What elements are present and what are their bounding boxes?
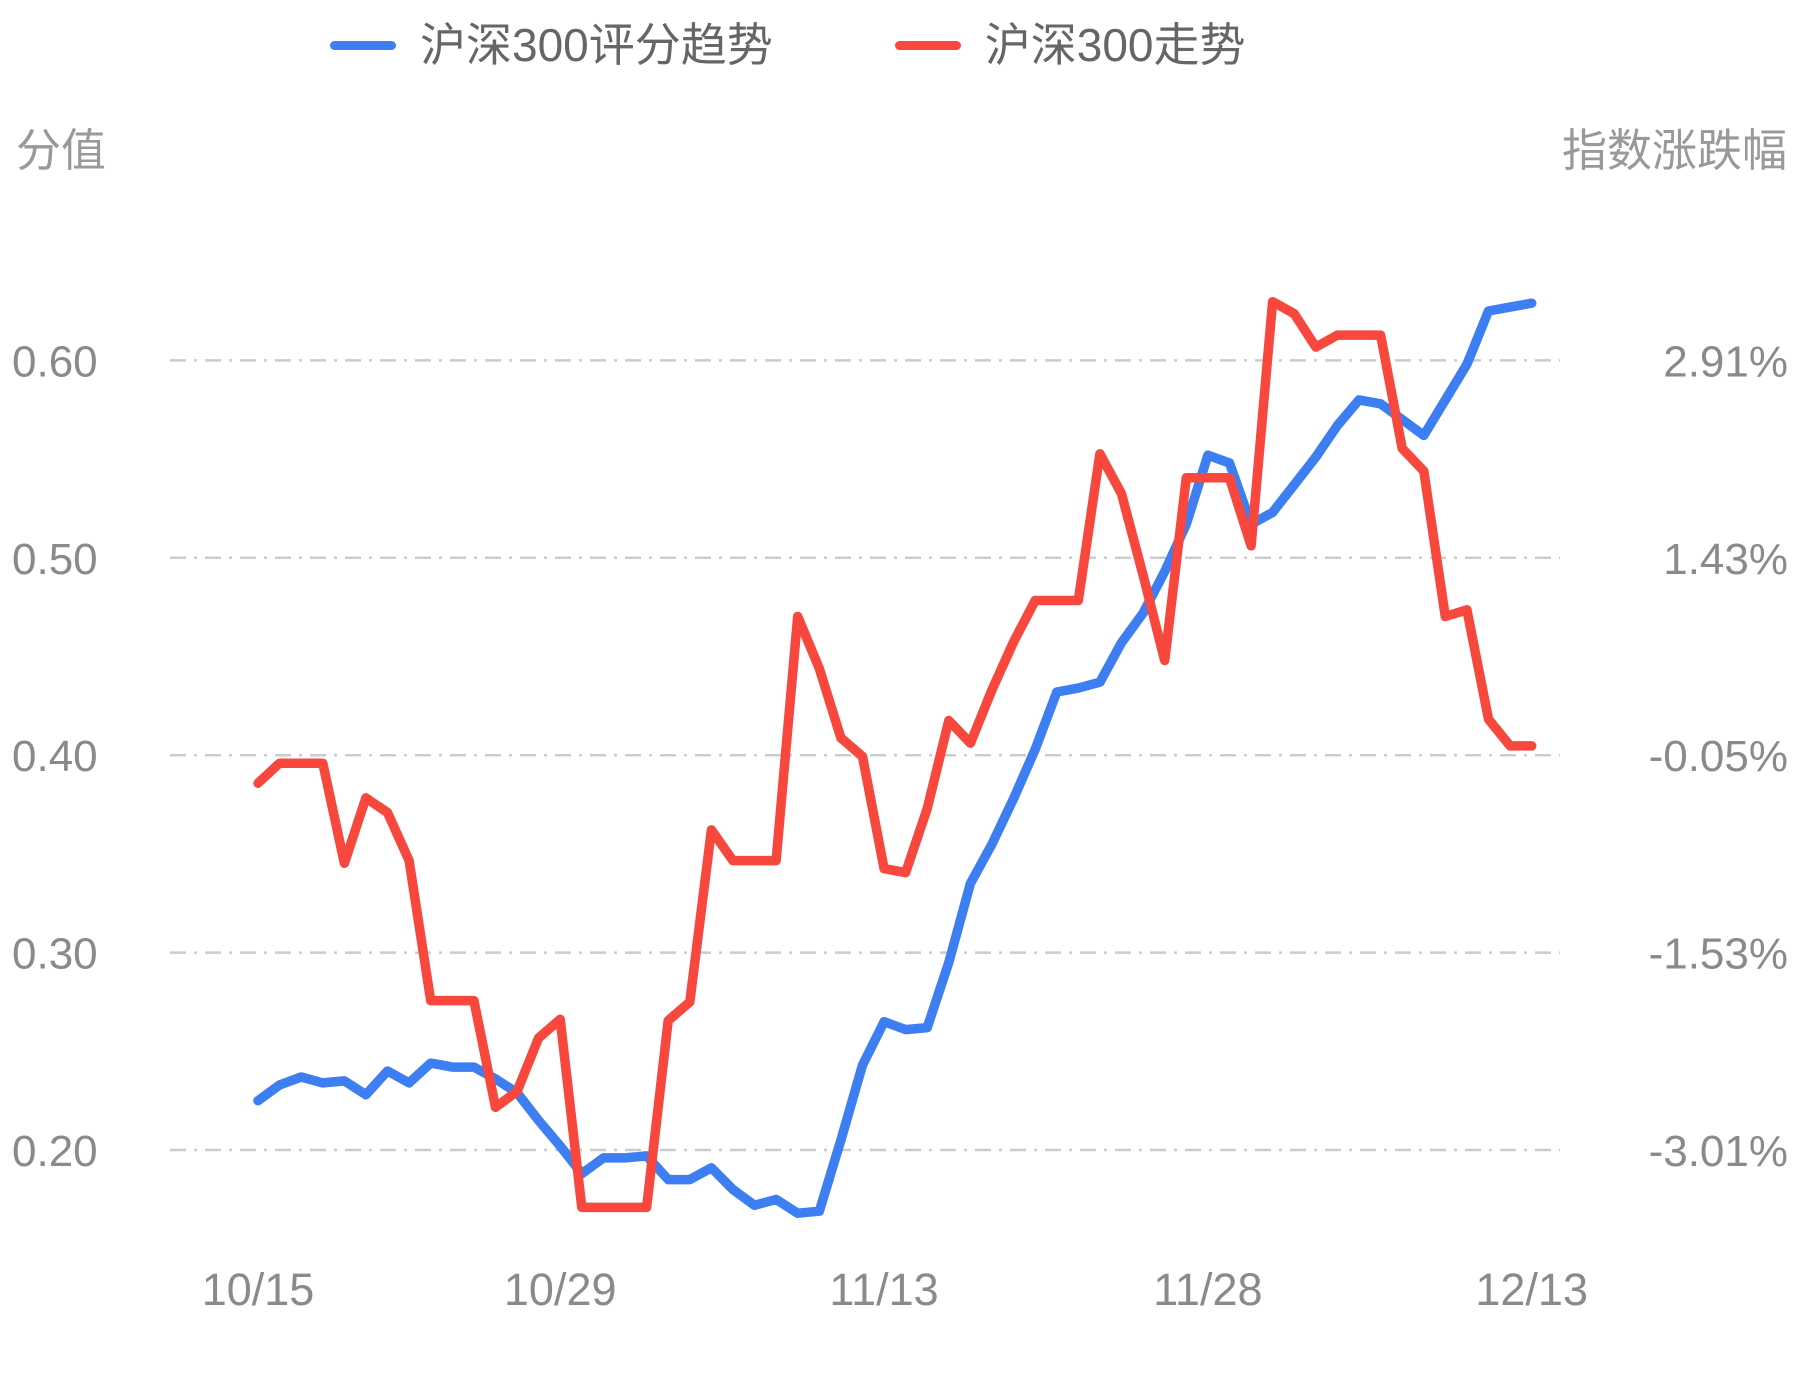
y-axis-tick-label-right: -1.53% [1649, 930, 1788, 979]
legend: 沪深300评分趋势 沪深300走势 [330, 22, 1246, 68]
y-axis-tick-label-left: 0.40 [12, 732, 98, 781]
legend-label-index-change: 沪深300走势 [984, 19, 1246, 71]
right-axis-title: 指数涨跌幅 [1561, 125, 1787, 176]
x-axis-tick-label: 11/28 [1153, 1264, 1262, 1315]
legend-line-marker-blue-icon [330, 40, 396, 50]
y-axis-tick-label-right: 2.91% [1663, 337, 1788, 386]
y-axis-tick-label-left: 0.50 [12, 535, 98, 584]
y-axis-tick-label-left: 0.60 [12, 337, 98, 386]
x-axis-tick-label: 10/15 [202, 1264, 315, 1315]
y-axis-tick-label-right: 1.43% [1663, 535, 1788, 584]
legend-line-marker-red-icon [894, 40, 961, 50]
series-line-score-trend[interactable] [253, 298, 1537, 1218]
x-axis-tick-label: 11/13 [829, 1264, 938, 1315]
y-axis-tick-label-right: -0.05% [1649, 732, 1788, 781]
y-axis-tick-label-right: -3.01% [1649, 1127, 1788, 1176]
y-axis-tick-label-left: 0.30 [12, 930, 98, 979]
legend-item-index-change[interactable]: 沪深300走势 [894, 19, 1246, 71]
legend-label-score-trend: 沪深300评分趋势 [420, 19, 773, 71]
y-axis-tick-label-left: 0.20 [12, 1127, 98, 1176]
left-axis-title: 分值 [16, 125, 107, 176]
legend-item-score-trend[interactable]: 沪深300评分趋势 [330, 22, 773, 68]
series-line-index-change[interactable] [253, 296, 1537, 1213]
x-axis-tick-label: 12/13 [1475, 1264, 1588, 1315]
x-axis-tick-label: 10/29 [504, 1264, 617, 1315]
